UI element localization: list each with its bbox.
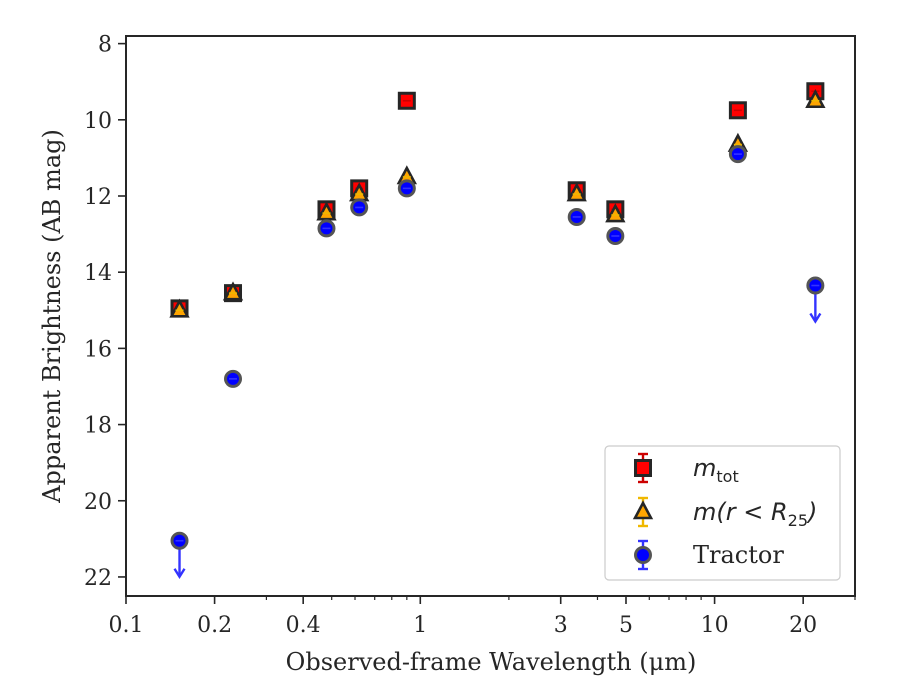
x-tick-label: 5 [619, 613, 633, 638]
y-tick-label: 14 [84, 261, 112, 286]
y-tick-label: 20 [84, 490, 112, 515]
legend-entry: Tractor [634, 539, 784, 571]
x-tick-label: 1 [413, 613, 427, 638]
data-point [605, 203, 626, 223]
y-tick-label: 10 [84, 109, 112, 134]
x-tick-label: 0.4 [286, 613, 321, 638]
legend-entry: m(r < R25) [632, 496, 817, 530]
upper-limit-arrow-head [809, 312, 822, 324]
x-tick-label: 20 [789, 613, 817, 638]
y-tick-label: 22 [84, 566, 112, 591]
x-axis-label: Observed-frame Wavelength (μm) [286, 648, 697, 676]
y-tick-label: 12 [84, 185, 112, 210]
y-tick-label: 8 [98, 33, 112, 58]
y-tick-label: 18 [84, 414, 112, 439]
legend-marker [634, 546, 652, 564]
y-tick-label: 16 [84, 337, 112, 362]
series-triangle [169, 88, 826, 318]
legend-label: mtot [693, 454, 739, 486]
y-axis: 8 10 12 14 16 18 20 22 [84, 33, 126, 591]
legend-entry: mtot [634, 452, 739, 486]
series-circle [170, 145, 825, 580]
legend-box [604, 445, 841, 581]
plot-area [125, 35, 856, 597]
legend: mtot m(r < R25) Tractor [604, 445, 841, 581]
y-axis-label: Apparent Brightness (AB mag) [38, 129, 66, 504]
data-point [169, 298, 190, 318]
x-tick-label: 3 [554, 613, 568, 638]
data-point [316, 201, 337, 221]
upper-limit-arrow-head [173, 568, 186, 580]
data-markers [169, 82, 826, 580]
data-point [566, 182, 587, 202]
x-tick-label: 10 [701, 613, 729, 638]
data-point [805, 88, 826, 109]
data-point [222, 281, 244, 301]
legend-label: Tractor [693, 541, 784, 569]
x-axis: 0.1 0.2 0.4 1 3 5 10 20 [109, 596, 856, 638]
legend-marker [634, 459, 652, 477]
plot-frame [125, 35, 856, 597]
legend-label: m(r < R25) [693, 498, 817, 530]
x-tick-label: 0.1 [109, 613, 144, 638]
x-tick-label: 0.2 [197, 613, 232, 638]
legend-marker [632, 500, 654, 520]
series-square [170, 82, 825, 318]
